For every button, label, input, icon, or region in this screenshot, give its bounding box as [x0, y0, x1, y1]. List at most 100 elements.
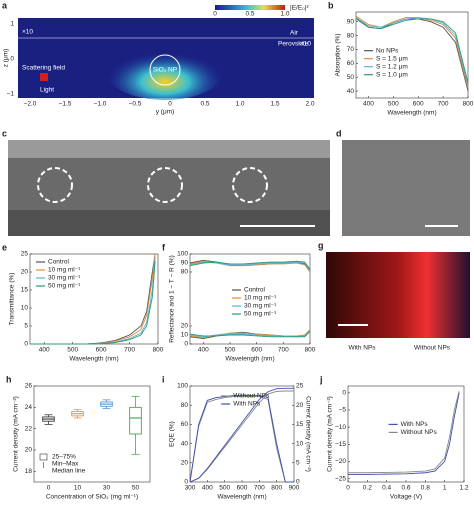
series-line [189, 390, 294, 483]
panel-label: h [6, 374, 12, 384]
legend-label: 10 mg ml⁻¹ [244, 295, 277, 302]
series-line [355, 15, 469, 89]
series-line [30, 261, 156, 345]
panel-label: e [2, 242, 7, 252]
y2-tick-label: 10 [296, 440, 304, 447]
x-tick-label: 400 [39, 347, 50, 354]
legend-label: Min–Max [52, 461, 79, 468]
x-tick-label: 700 [254, 485, 265, 492]
legend-label: With NPs [233, 401, 261, 408]
legend-label: Median line [52, 468, 86, 475]
x-tick-label: 30 [103, 485, 111, 492]
x-tick-label: 700 [278, 347, 289, 354]
x-tick-label: 700 [438, 101, 449, 108]
x-tick-label: −0.5 [129, 101, 142, 108]
y-tick-label: 1 [10, 21, 14, 28]
legend-label: 30 mg ml⁻¹ [244, 303, 277, 310]
x-tick-label: 600 [96, 347, 107, 354]
x-axis-label: Wavelength (nm) [217, 494, 266, 501]
y-tick-label: 5 [24, 323, 28, 330]
legend-label: With NPs [401, 421, 429, 428]
colorbar [215, 5, 285, 10]
colorbar-label: |E/E₀|² [290, 5, 310, 12]
legend-label: 25–75% [52, 454, 76, 461]
legend-label: 10 mg ml⁻¹ [48, 267, 81, 274]
x-tick-label: 500 [225, 347, 236, 354]
x-tick-label: 50 [132, 485, 140, 492]
x-tick-label: 0.2 [363, 485, 372, 492]
x-axis-label: Concentration of SiO₂ (mg ml⁻¹) [46, 494, 138, 501]
y-tick-label: 25 [21, 251, 29, 258]
y-axis-label: Transmittance (%) [9, 273, 16, 326]
y-tick-label: 80 [181, 269, 189, 276]
y-tick-label: 18 [25, 468, 33, 475]
x-tick-label: 0.5 [200, 101, 209, 108]
x-axis-label: y (μm) [156, 109, 175, 116]
photo [326, 252, 470, 338]
y-axis-label: Reflectance and 1 − T − R (%) [169, 255, 176, 343]
legend-label: S = 1.2 μm [376, 63, 408, 70]
x-tick-label: 500 [219, 485, 230, 492]
x-tick-label: 500 [388, 101, 399, 108]
x-tick-label: 800 [463, 101, 474, 108]
panel-label: j [319, 374, 323, 384]
series-line [355, 17, 469, 86]
y2-axis-label: Current density (mA cm⁻²) [304, 396, 311, 472]
y-tick-label: 0 [24, 341, 28, 348]
y-tick-label: 0 [184, 479, 188, 486]
y-tick-label: −5 [339, 407, 347, 414]
x-tick-label: 0 [47, 485, 51, 492]
box [129, 406, 142, 435]
x-tick-label: 600 [237, 485, 248, 492]
x-tick-label: 800 [153, 347, 164, 354]
legend-label: Without NPs [233, 393, 270, 400]
y-tick-label: −20 [335, 458, 346, 465]
legend-box [39, 453, 48, 461]
y-tick-label: 10 [181, 332, 189, 339]
x-tick-label: 300 [185, 485, 196, 492]
panel-label: g [318, 240, 324, 250]
y-tick-label: 15 [21, 287, 29, 294]
y-tick-label: −15 [335, 441, 346, 448]
y-tick-label: 100 [177, 251, 188, 258]
panel-label: a [2, 0, 8, 10]
legend-label: 50 mg ml⁻¹ [48, 283, 81, 290]
series-line [348, 392, 460, 475]
y-tick-label: 100 [177, 383, 188, 390]
np-marker [147, 167, 183, 203]
np-marker [232, 167, 268, 203]
source [40, 73, 48, 81]
y-axis-label: Current density (mA cm⁻²) [327, 396, 334, 472]
panel-label: b [328, 0, 334, 10]
plot-frame [355, 11, 469, 99]
x-tick-label: 0 [346, 485, 350, 492]
x-tick-label: 600 [251, 347, 262, 354]
y-tick-label: 70 [347, 46, 355, 53]
y2-tick-label: 0 [296, 479, 300, 486]
legend-label: Control [48, 259, 70, 266]
x-tick-label: 0.4 [382, 485, 391, 492]
legend-label: No NPs [376, 47, 399, 54]
y2-tick-label: 5 [296, 460, 300, 467]
label: Light [40, 87, 54, 94]
x-tick-label: 1.2 [459, 485, 468, 492]
x-tick-label: 0.6 [401, 485, 410, 492]
y-tick-label: 40 [181, 440, 189, 447]
y-tick-label: 50 [347, 74, 355, 81]
plot-frame [189, 253, 311, 345]
x-tick-label: 400 [363, 101, 374, 108]
y-tick-label: 20 [21, 269, 29, 276]
colorbar-tick: 0.5 [245, 11, 254, 18]
plot-frame [33, 385, 151, 483]
x-tick-label: 2.0 [305, 101, 314, 108]
y-tick-label: 10 [21, 305, 29, 312]
x-axis-label: Wavelength (nm) [225, 356, 274, 363]
series-line [189, 387, 294, 483]
y-axis-label: EQE (%) [169, 421, 176, 447]
series-line [189, 396, 294, 483]
series-line [355, 18, 469, 83]
x-tick-label: 400 [202, 485, 213, 492]
x-tick-label: 600 [413, 101, 424, 108]
x-axis-label: Voltage (V) [390, 494, 422, 501]
